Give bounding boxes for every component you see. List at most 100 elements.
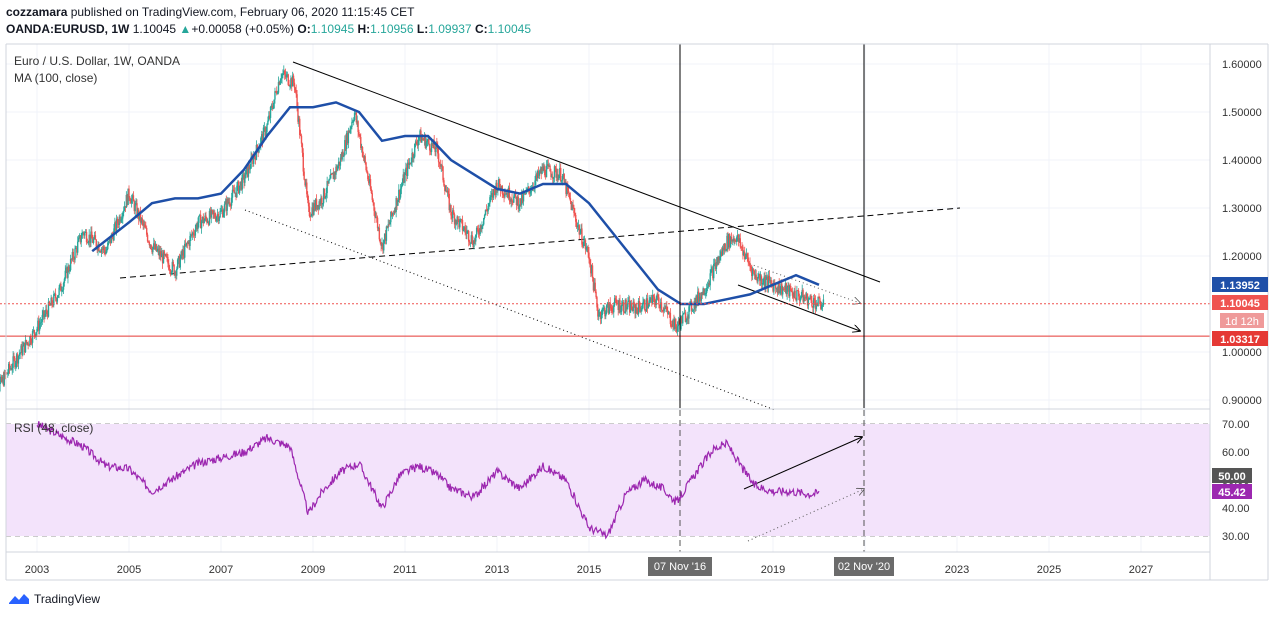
candle-body	[464, 227, 466, 231]
candle-body	[155, 244, 158, 252]
price-axis[interactable]: 1.60000 1.50000 1.40000 1.30000 1.20000 1.000…	[1222, 59, 1262, 407]
candle-body	[629, 303, 632, 313]
candle-body	[564, 181, 566, 183]
candle-body	[587, 246, 589, 253]
candle-body	[298, 118, 300, 122]
candle-body	[379, 239, 381, 243]
candle-body	[222, 209, 224, 218]
candle-body	[453, 214, 456, 225]
candle-body	[398, 189, 401, 198]
candle-body	[701, 292, 703, 296]
candle-body	[423, 135, 426, 141]
candle-body	[278, 82, 281, 85]
trend-line[interactable]	[119, 207, 961, 279]
candle-body	[194, 229, 197, 236]
time-axis[interactable]: 2003200520072009201120132015201920212023…	[25, 564, 1153, 576]
candle-body	[649, 299, 651, 301]
candle-body	[672, 319, 674, 327]
candle-body	[797, 290, 800, 297]
candle-body	[613, 298, 616, 306]
brand-name: TradingView	[34, 592, 101, 606]
candle-body	[273, 99, 275, 108]
candle-body	[362, 156, 365, 158]
candle-body	[642, 302, 644, 309]
candle-body	[324, 196, 327, 199]
tradingview-brand[interactable]: TradingView	[8, 592, 100, 606]
candle-body	[680, 316, 682, 330]
candle-body	[765, 279, 767, 287]
candle-body	[755, 274, 757, 279]
time-tick: 2015	[577, 564, 601, 576]
candle-body	[262, 127, 265, 143]
candle-body	[751, 269, 754, 277]
candle-body	[810, 295, 812, 301]
candle-body	[705, 288, 708, 293]
candle-body	[513, 196, 515, 203]
candle-body	[1, 376, 4, 382]
candle-body	[659, 304, 661, 309]
candle-body	[758, 274, 760, 278]
price-value: 1.10045	[1220, 298, 1260, 310]
candle-body	[657, 294, 659, 298]
candle-body	[280, 78, 282, 81]
candle-body	[24, 340, 27, 353]
candle-body	[737, 234, 740, 242]
candle-body	[719, 255, 721, 261]
trend-drawings[interactable]	[119, 61, 961, 542]
candle-body	[172, 261, 174, 265]
candle-body	[50, 297, 52, 306]
candle-body	[70, 258, 73, 260]
candle-body	[219, 210, 221, 218]
candle-body	[195, 224, 197, 230]
price-tick: 1.60000	[1222, 59, 1262, 71]
candle-body	[624, 299, 626, 313]
candle-body	[242, 174, 244, 176]
countdown-badge	[1220, 313, 1264, 328]
candle-body	[548, 165, 550, 167]
publish-text: published on TradingView.com, February 0…	[67, 5, 415, 19]
candle-body	[459, 219, 461, 228]
candle-body	[778, 282, 780, 294]
candle-body	[535, 174, 537, 181]
candle-body	[322, 188, 325, 204]
candle-body	[284, 74, 287, 78]
candle-body	[517, 196, 519, 209]
candle-body	[795, 298, 797, 301]
candle-body	[69, 270, 71, 272]
candle-body	[30, 342, 33, 344]
candle-body	[559, 168, 562, 182]
candle-body	[814, 300, 817, 310]
candle-body	[382, 243, 384, 251]
candle-body	[821, 305, 824, 307]
candle-body	[558, 175, 560, 181]
candle-body	[630, 303, 633, 310]
candle-body	[421, 137, 423, 143]
rsi-level-badge	[1212, 468, 1252, 483]
trend-line[interactable]	[737, 284, 860, 331]
candle-body	[456, 216, 458, 225]
candle-body	[244, 178, 246, 183]
candle-body	[443, 180, 445, 186]
candle-body	[658, 297, 660, 305]
candle-body	[80, 238, 82, 243]
trend-line[interactable]	[292, 61, 881, 283]
candle-body	[781, 283, 783, 295]
candle-body	[598, 314, 600, 317]
candle-body	[522, 193, 525, 202]
candle-body	[720, 251, 723, 256]
candle-body	[681, 316, 683, 324]
candle-body	[748, 262, 750, 264]
candle-body	[720, 251, 722, 256]
candle-body	[490, 195, 492, 198]
candle-body	[334, 172, 336, 175]
candle-body	[55, 298, 58, 302]
ma-value-badge	[1212, 277, 1268, 292]
candle-body	[568, 192, 571, 199]
candle-body	[666, 306, 668, 311]
candle-body	[608, 302, 611, 314]
trend-line[interactable]	[743, 437, 862, 490]
date-badge-1	[648, 557, 712, 576]
trend-line[interactable]	[244, 209, 776, 411]
candle-body	[185, 242, 188, 246]
